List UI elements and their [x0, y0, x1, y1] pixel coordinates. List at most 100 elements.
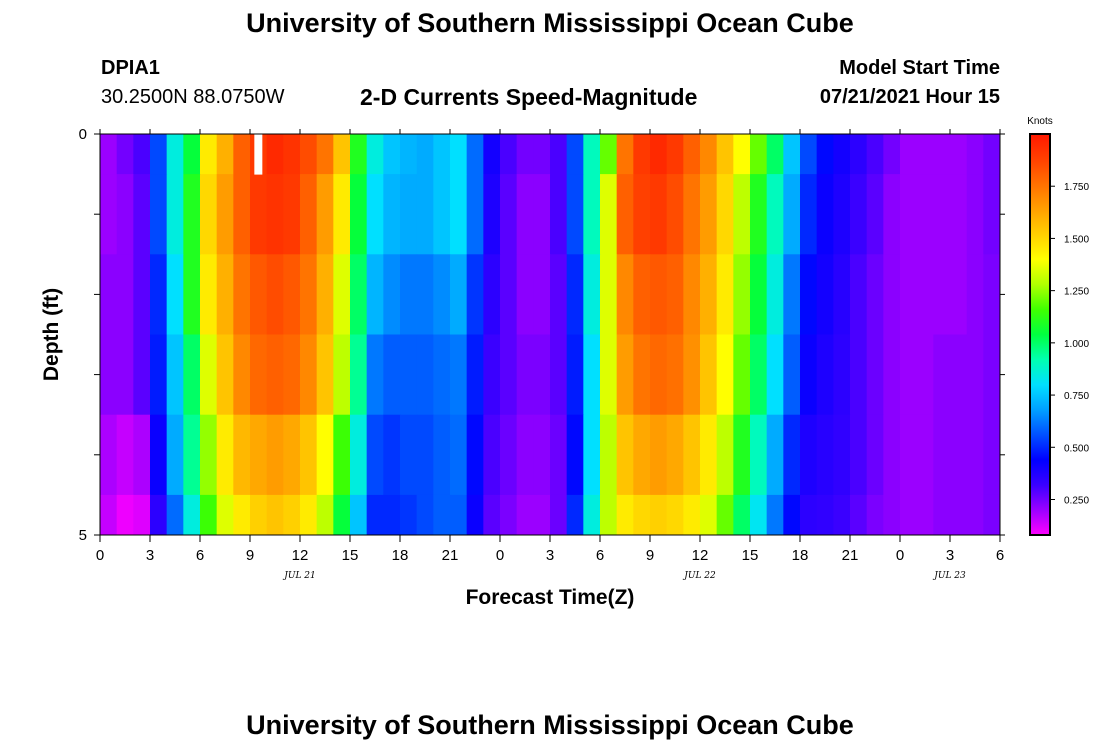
heatmap-cell [250, 414, 268, 496]
x-tick-label: 0 [896, 547, 904, 564]
heatmap-cell [716, 494, 734, 536]
heatmap-cell [183, 494, 201, 536]
heatmap-cell [266, 134, 284, 175]
heatmap-cell [466, 494, 484, 536]
heatmap-cell [516, 494, 534, 536]
heatmap-cell [433, 174, 451, 255]
heatmap-cell [300, 414, 318, 496]
heatmap-cell [266, 334, 284, 416]
heatmap-cell [833, 134, 851, 175]
heatmap-cell [283, 134, 301, 175]
heatmap-cell [216, 174, 234, 255]
heatmap-cell [916, 334, 934, 416]
heatmap-cell [366, 334, 384, 416]
x-tick-label: 3 [946, 547, 954, 564]
heatmap-cell [866, 174, 884, 255]
x-tick-label: 9 [246, 547, 254, 564]
heatmap-cell [516, 334, 534, 416]
heatmap-cell [216, 334, 234, 416]
heatmap-cell [533, 494, 551, 536]
heatmap-cell [233, 414, 251, 496]
heatmap-cell [200, 174, 218, 255]
heatmap-cell [616, 494, 634, 536]
heatmap-cell [200, 254, 218, 335]
heatmap-cell [616, 254, 634, 335]
heatmap-cell [466, 414, 484, 496]
heatmap-cell [800, 134, 818, 175]
heatmap-cell [216, 414, 234, 496]
heatmap-cell [483, 414, 501, 496]
heatmap-cell [850, 494, 868, 536]
heatmap-cell [800, 254, 818, 335]
heatmap-cell [166, 134, 184, 175]
heatmap-cell [216, 254, 234, 335]
heatmap-cell [216, 494, 234, 536]
heatmap-cell [866, 414, 884, 496]
heatmap-cell [833, 414, 851, 496]
heatmap-cell [500, 254, 518, 335]
x-tick-label: 21 [442, 547, 459, 564]
colorbar-tick-label: 1.250 [1064, 287, 1089, 298]
x-tick-label: 12 [692, 547, 709, 564]
heatmap-cell [550, 494, 568, 536]
x-tick-label: 9 [646, 547, 654, 564]
heatmap-cell [783, 174, 801, 255]
heatmap-cell [366, 134, 384, 175]
heatmap-cell [750, 494, 768, 536]
heatmap-cell [433, 334, 451, 416]
day-label: JUL 21 [282, 571, 315, 581]
heatmap-cell [316, 334, 334, 416]
heatmap-cell [366, 254, 384, 335]
model-start-time: 07/21/2021 Hour 15 [819, 86, 1000, 108]
heatmap-cell [950, 254, 968, 335]
heatmap-cell [600, 494, 618, 536]
colorbar-tick-label: 1.500 [1064, 234, 1089, 245]
heatmap-cell [733, 414, 751, 496]
heatmap-cell [816, 494, 834, 536]
heatmap-cell [916, 414, 934, 496]
heatmap-cell [750, 414, 768, 496]
heatmap-cell [533, 134, 551, 175]
heatmap-cell [400, 254, 418, 335]
heatmap-cell [533, 174, 551, 255]
heatmap-cell [416, 494, 434, 536]
x-tick-label: 18 [392, 547, 409, 564]
heatmap-cell [400, 494, 418, 536]
x-tick-label: 15 [742, 547, 759, 564]
heatmap-cell [633, 494, 651, 536]
x-tick-label: 12 [292, 547, 309, 564]
heatmap-cell [366, 414, 384, 496]
heatmap-cell [916, 174, 934, 255]
heatmap-cell [433, 414, 451, 496]
heatmap-cell [883, 494, 901, 536]
y-tick-label: 0 [79, 126, 87, 143]
heatmap-cell [316, 414, 334, 496]
heatmap-cell [583, 494, 601, 536]
heatmap-cell [566, 334, 584, 416]
heatmap-cell [233, 134, 251, 175]
heatmap-cell [966, 494, 984, 536]
heatmap-cell [233, 254, 251, 335]
heatmap-cell [266, 494, 284, 536]
heatmap-cell [350, 334, 368, 416]
heatmap-cell [950, 174, 968, 255]
heatmap-cell [400, 334, 418, 416]
heatmap-cell [633, 134, 651, 175]
heatmap-cell [783, 254, 801, 335]
heatmap-cell [916, 494, 934, 536]
heatmap-cell [733, 174, 751, 255]
heatmap-cell [300, 334, 318, 416]
heatmap-cell [716, 134, 734, 175]
heatmap-cell [566, 254, 584, 335]
heatmap-cell [250, 494, 268, 536]
heatmap-cell [466, 254, 484, 335]
heatmap-cell [333, 174, 351, 255]
heatmap-cell [650, 254, 668, 335]
x-tick-label: 3 [546, 547, 554, 564]
heatmap-cell [216, 134, 234, 175]
model-start-label: Model Start Time [839, 57, 1000, 79]
heatmap-cell [716, 334, 734, 416]
heatmap-cell [166, 254, 184, 335]
heatmap-cell [966, 334, 984, 416]
heatmap-cell [933, 254, 951, 335]
